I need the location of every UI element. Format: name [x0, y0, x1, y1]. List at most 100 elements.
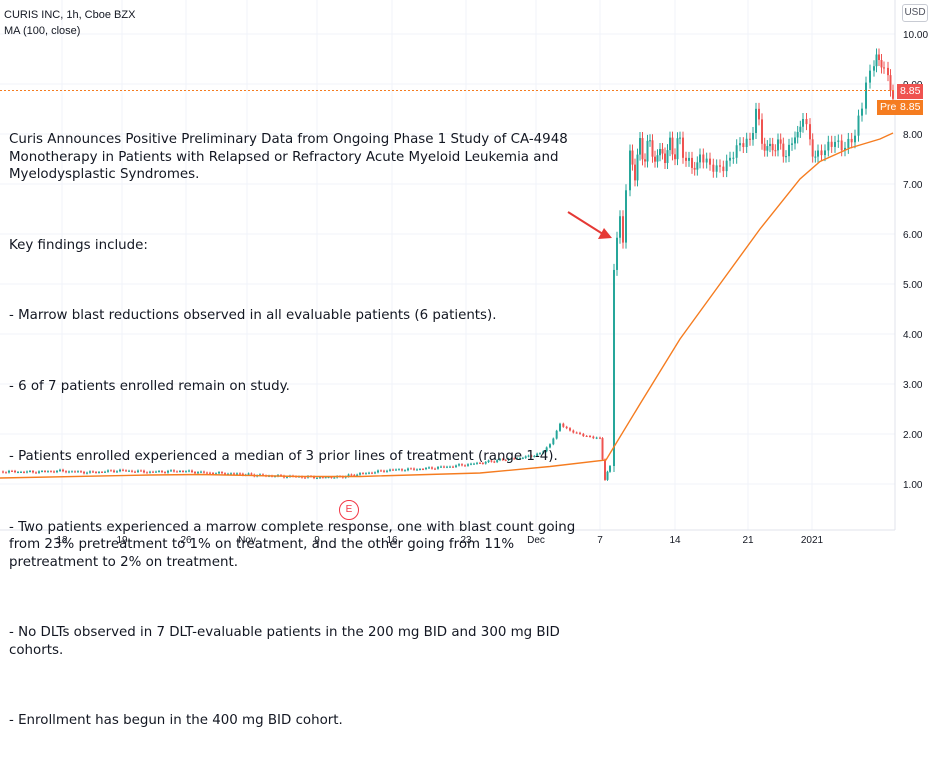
time-tick-label: Dec — [527, 535, 545, 546]
candle-body — [892, 90, 894, 99]
candle-body — [304, 477, 306, 479]
candle-body — [794, 137, 796, 144]
time-tick-label: 19 — [116, 535, 128, 546]
candle-body — [545, 447, 548, 452]
time-tick-label: 23 — [460, 535, 472, 546]
candle-body — [749, 138, 751, 140]
currency-button[interactable]: USD — [902, 4, 928, 22]
candle-body — [347, 474, 350, 477]
candle-body — [688, 157, 690, 161]
candle-body — [887, 67, 889, 76]
candle-body — [327, 477, 330, 479]
candle-body — [636, 154, 639, 181]
candle-body — [769, 143, 771, 147]
candle-body — [601, 438, 604, 460]
price-candles — [2, 48, 894, 481]
candle-body — [661, 148, 664, 154]
annotation-line: - Enrollment has begun in the 400 mg BID… — [9, 713, 343, 728]
candle-body — [504, 460, 507, 462]
symbol-title: CURIS INC, 1h, Cboe BZX — [4, 9, 136, 21]
candle-body — [830, 141, 833, 147]
candle-body — [392, 469, 394, 471]
time-tick-label: 21 — [742, 535, 754, 546]
candle-body — [569, 428, 571, 431]
price-chart[interactable]: 10.009.008.007.006.005.004.003.002.001.0… — [0, 0, 932, 550]
candle-body — [2, 471, 4, 473]
candle-body — [452, 466, 454, 468]
candle-body — [455, 465, 457, 467]
candle-body — [321, 477, 324, 479]
candle-body — [481, 463, 484, 465]
candle-body — [422, 468, 424, 470]
candle-body — [609, 466, 611, 472]
candle-body — [113, 470, 115, 472]
candle-body — [641, 138, 644, 160]
candle-body — [182, 470, 184, 472]
candle-body — [377, 470, 379, 473]
candle-body — [50, 471, 52, 473]
candle-body — [565, 426, 568, 429]
candle-body — [691, 157, 693, 168]
candle-body — [374, 472, 376, 474]
candle-body — [191, 470, 193, 473]
candle-body — [53, 471, 55, 473]
candle-body — [443, 466, 445, 468]
candle-body — [791, 143, 793, 145]
candle-body — [674, 154, 676, 160]
candle-body — [771, 143, 774, 151]
candle-body — [542, 451, 545, 454]
candle-body — [649, 140, 651, 142]
candle-body — [359, 473, 361, 475]
candle-body — [869, 70, 871, 83]
candle-body — [167, 470, 169, 473]
candle-body — [837, 140, 840, 142]
candle-body — [847, 138, 850, 148]
candle-body — [646, 140, 649, 162]
candle-body — [824, 150, 826, 156]
candle-body — [241, 473, 244, 476]
candle-body — [38, 471, 40, 473]
candle-body — [230, 473, 232, 475]
candle-body — [14, 470, 16, 473]
earnings-marker[interactable]: E — [339, 500, 359, 520]
candle-body — [817, 150, 819, 157]
candle-body — [20, 471, 22, 473]
candle-body — [709, 158, 711, 165]
candle-body — [880, 60, 883, 68]
candle-body — [782, 143, 785, 157]
price-tick-label: 3.00 — [903, 380, 923, 391]
candle-body — [250, 473, 253, 475]
candle-body — [410, 468, 412, 470]
candle-body — [65, 471, 67, 473]
candle-body — [527, 455, 530, 457]
candle-body — [92, 471, 94, 473]
candle-body — [23, 471, 25, 473]
candle-body — [562, 423, 565, 427]
time-tick-label: 2021 — [801, 535, 824, 546]
candle-body — [555, 430, 558, 439]
time-axis: 12 19 26 Nov 9 16 23 Dec 7 14 21 2021 — [0, 529, 895, 546]
annotation-line: - 6 of 7 patients enrolled remain on stu… — [9, 378, 290, 394]
annotation-line: - No DLTs observed in 7 DLT-evaluable pa… — [9, 625, 565, 658]
annotation-text: Curis Announces Positive Preliminary Dat… — [9, 96, 599, 765]
candle-body — [425, 468, 427, 470]
candle-body — [116, 471, 118, 473]
candle-body — [401, 469, 403, 471]
candle-body — [464, 465, 466, 467]
candle-body — [513, 458, 516, 460]
candle-body — [579, 432, 581, 434]
candle-body — [316, 477, 318, 479]
candle-body — [419, 468, 421, 470]
candle-body — [95, 472, 97, 474]
candle-body — [604, 459, 606, 480]
candle-body — [125, 470, 127, 472]
candle-body — [865, 82, 867, 109]
candle-body — [440, 466, 442, 468]
candle-body — [873, 66, 875, 71]
ma-indicator-label[interactable]: MA (100, close) — [4, 25, 81, 37]
candle-body — [719, 165, 721, 167]
premarket-price-tag: 8.85 — [897, 100, 924, 115]
price-tick-label: 8.00 — [903, 130, 923, 141]
candle-body — [533, 455, 536, 457]
last-price-tag: 8.85 — [897, 84, 924, 99]
